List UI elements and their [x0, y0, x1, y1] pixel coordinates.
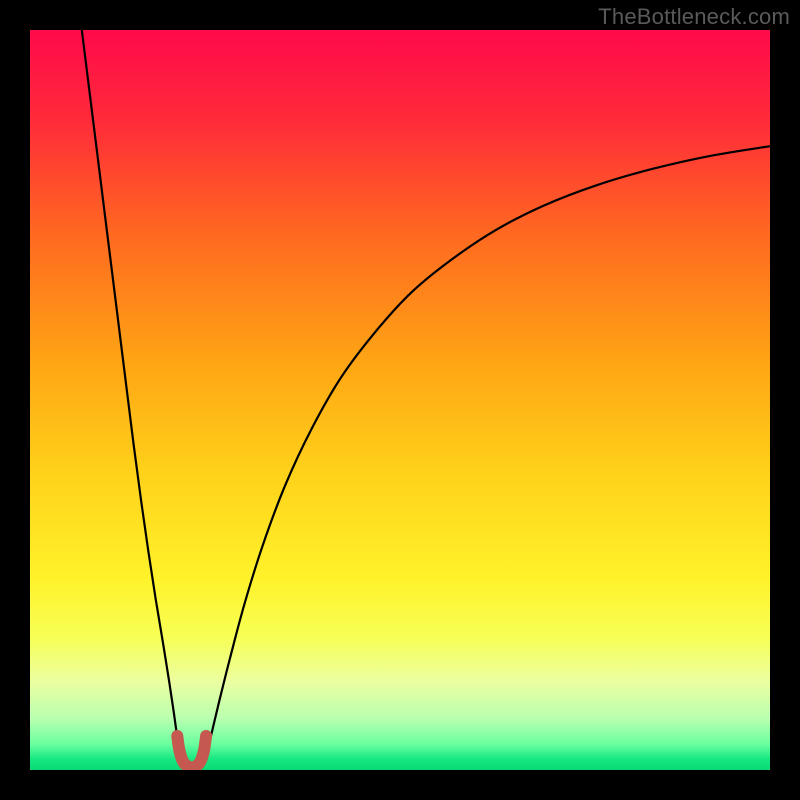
bottleneck-chart — [30, 30, 770, 770]
watermark-label: TheBottleneck.com — [598, 4, 790, 30]
chart-frame: TheBottleneck.com — [0, 0, 800, 800]
plot-area — [30, 30, 770, 770]
gradient-background — [30, 30, 770, 770]
